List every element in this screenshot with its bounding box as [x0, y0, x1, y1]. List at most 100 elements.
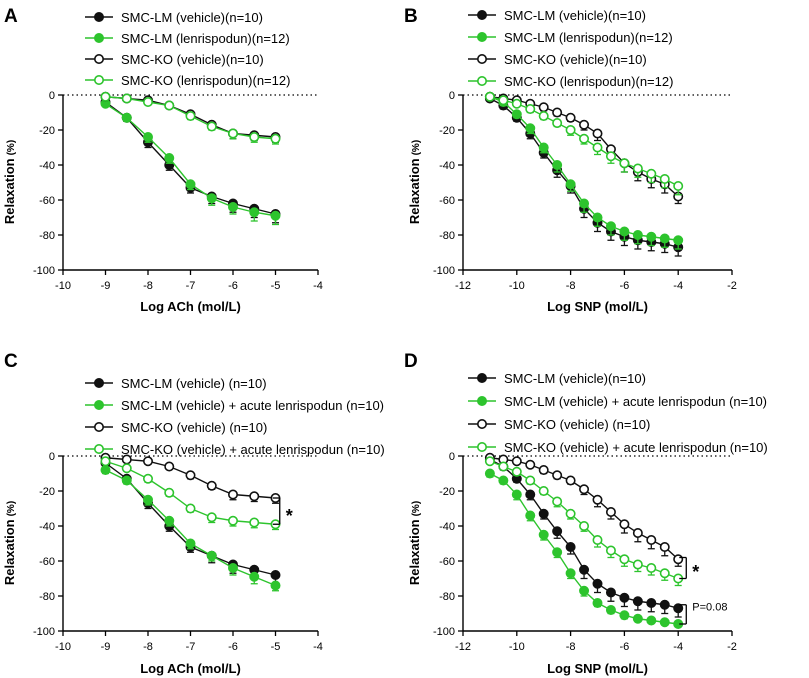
data-point [646, 597, 657, 608]
legend-marker [476, 418, 487, 429]
data-point [525, 489, 536, 500]
data-point [249, 132, 260, 143]
data-point [579, 520, 590, 531]
y-tick-label: -100 [33, 626, 55, 638]
series-1: SMC-LM (vehicle)(n=10) [468, 371, 684, 618]
data-point [484, 468, 495, 479]
data-point [659, 541, 670, 552]
series-4: SMC-KO (vehicle) + acute lenrispodun (n=… [468, 440, 768, 587]
p-value-label: P=0.08 [692, 602, 727, 614]
panel-b: B 0 -20 -40 -60 -80 -100-12 -10 -8 -6 -4 -2 Log SNP … [404, 6, 737, 314]
legend-marker [94, 12, 105, 22]
data-point [605, 506, 616, 517]
y-tick-label: -20 [439, 125, 455, 137]
data-point [659, 568, 670, 579]
legend-label: SMC-LM (vehicle)(n=10) [504, 371, 646, 386]
data-point [538, 485, 549, 496]
data-point [538, 508, 549, 519]
data-point [673, 603, 684, 614]
x-tick-label: -8 [566, 280, 576, 292]
x-tick-label: -7 [186, 641, 196, 653]
data-point [228, 128, 239, 139]
series-4: SMC-KO (vehicle) + acute lenrispodun (n=… [85, 442, 385, 531]
x-tick-label: -6 [620, 641, 630, 653]
legend-marker [94, 75, 105, 86]
data-point [565, 179, 576, 190]
data-point [565, 568, 576, 579]
x-tick-label: -10 [509, 641, 525, 653]
legend-label: SMC-LM (vehicle)(n=10) [121, 10, 263, 25]
legend-marker [476, 372, 487, 383]
x-tick-label: -4 [673, 280, 683, 292]
x-tick-label: -6 [228, 641, 238, 653]
series-2: SMC-LM (vehicle) + acute lenrispodun (n=… [85, 398, 384, 592]
x-tick-label: -8 [566, 641, 576, 653]
data-point [605, 604, 616, 615]
series-4: SMC-KO (lenrispodun)(n=12) [85, 73, 290, 145]
data-point [121, 463, 132, 474]
y-tick-label: -60 [39, 195, 55, 207]
data-point [498, 461, 509, 472]
legend-marker [476, 53, 487, 64]
y-tick-label: 0 [49, 451, 55, 463]
x-tick-label: -8 [143, 641, 153, 653]
y-tick-label: -40 [39, 160, 55, 172]
legend-label: SMC-LM (lenrispodun)(n=12) [504, 30, 673, 45]
legend-marker [94, 53, 105, 64]
legend-marker [94, 421, 105, 432]
series-2: SMC-LM (lenrispodun)(n=12) [468, 30, 684, 250]
legend-label: SMC-KO (vehicle) (n=10) [504, 417, 650, 432]
data-point [538, 464, 549, 475]
data-point [659, 174, 670, 185]
data-point [565, 541, 576, 552]
legend-label: SMC-LM (vehicle) + acute lenrispodun (n=… [504, 394, 767, 409]
x-tick-label: -4 [313, 280, 323, 292]
data-point [228, 515, 239, 526]
data-point [592, 128, 603, 139]
series-3: SMC-KO (vehicle) (n=10) [468, 417, 684, 567]
data-point [673, 554, 684, 565]
series-3: SMC-KO (vehicle) (n=10) [85, 420, 281, 504]
data-point [538, 102, 549, 113]
data-point [592, 534, 603, 545]
data-point [632, 559, 643, 570]
x-axis-title: Log ACh (mol/L) [140, 299, 241, 314]
data-point [525, 104, 536, 115]
data-point [619, 519, 630, 530]
data-point [206, 512, 217, 523]
data-point [646, 168, 657, 179]
x-axis-title: Log ACh (mol/L) [140, 661, 241, 676]
data-point [270, 580, 281, 591]
y-axis-title: Relaxation (%) [2, 501, 17, 585]
legend-label: SMC-KO (lenrispodun)(n=12) [121, 73, 290, 88]
data-point [673, 235, 684, 246]
x-tick-label: -2 [727, 641, 737, 653]
data-point [511, 98, 522, 109]
y-tick-label: -40 [439, 160, 455, 172]
data-point [164, 515, 175, 526]
data-point [100, 464, 111, 475]
data-point [511, 489, 522, 500]
data-point [538, 111, 549, 122]
data-point [552, 547, 563, 558]
x-tick-label: -12 [455, 641, 471, 653]
data-point [185, 179, 196, 190]
y-tick-label: 0 [449, 451, 455, 463]
data-point [579, 198, 590, 209]
x-tick-label: -10 [509, 280, 525, 292]
x-tick-label: -5 [271, 280, 281, 292]
x-tick-label: -12 [455, 280, 471, 292]
legend-marker [94, 377, 105, 388]
data-point [249, 571, 260, 582]
data-point [100, 456, 111, 467]
data-point [143, 494, 154, 505]
data-point [552, 470, 563, 481]
x-axis-title: Log SNP (mol/L) [547, 661, 648, 676]
data-point [646, 534, 657, 545]
legend-marker [476, 395, 487, 406]
data-point [249, 207, 260, 218]
data-point [619, 610, 630, 621]
data-point [228, 562, 239, 573]
data-point [525, 475, 536, 486]
